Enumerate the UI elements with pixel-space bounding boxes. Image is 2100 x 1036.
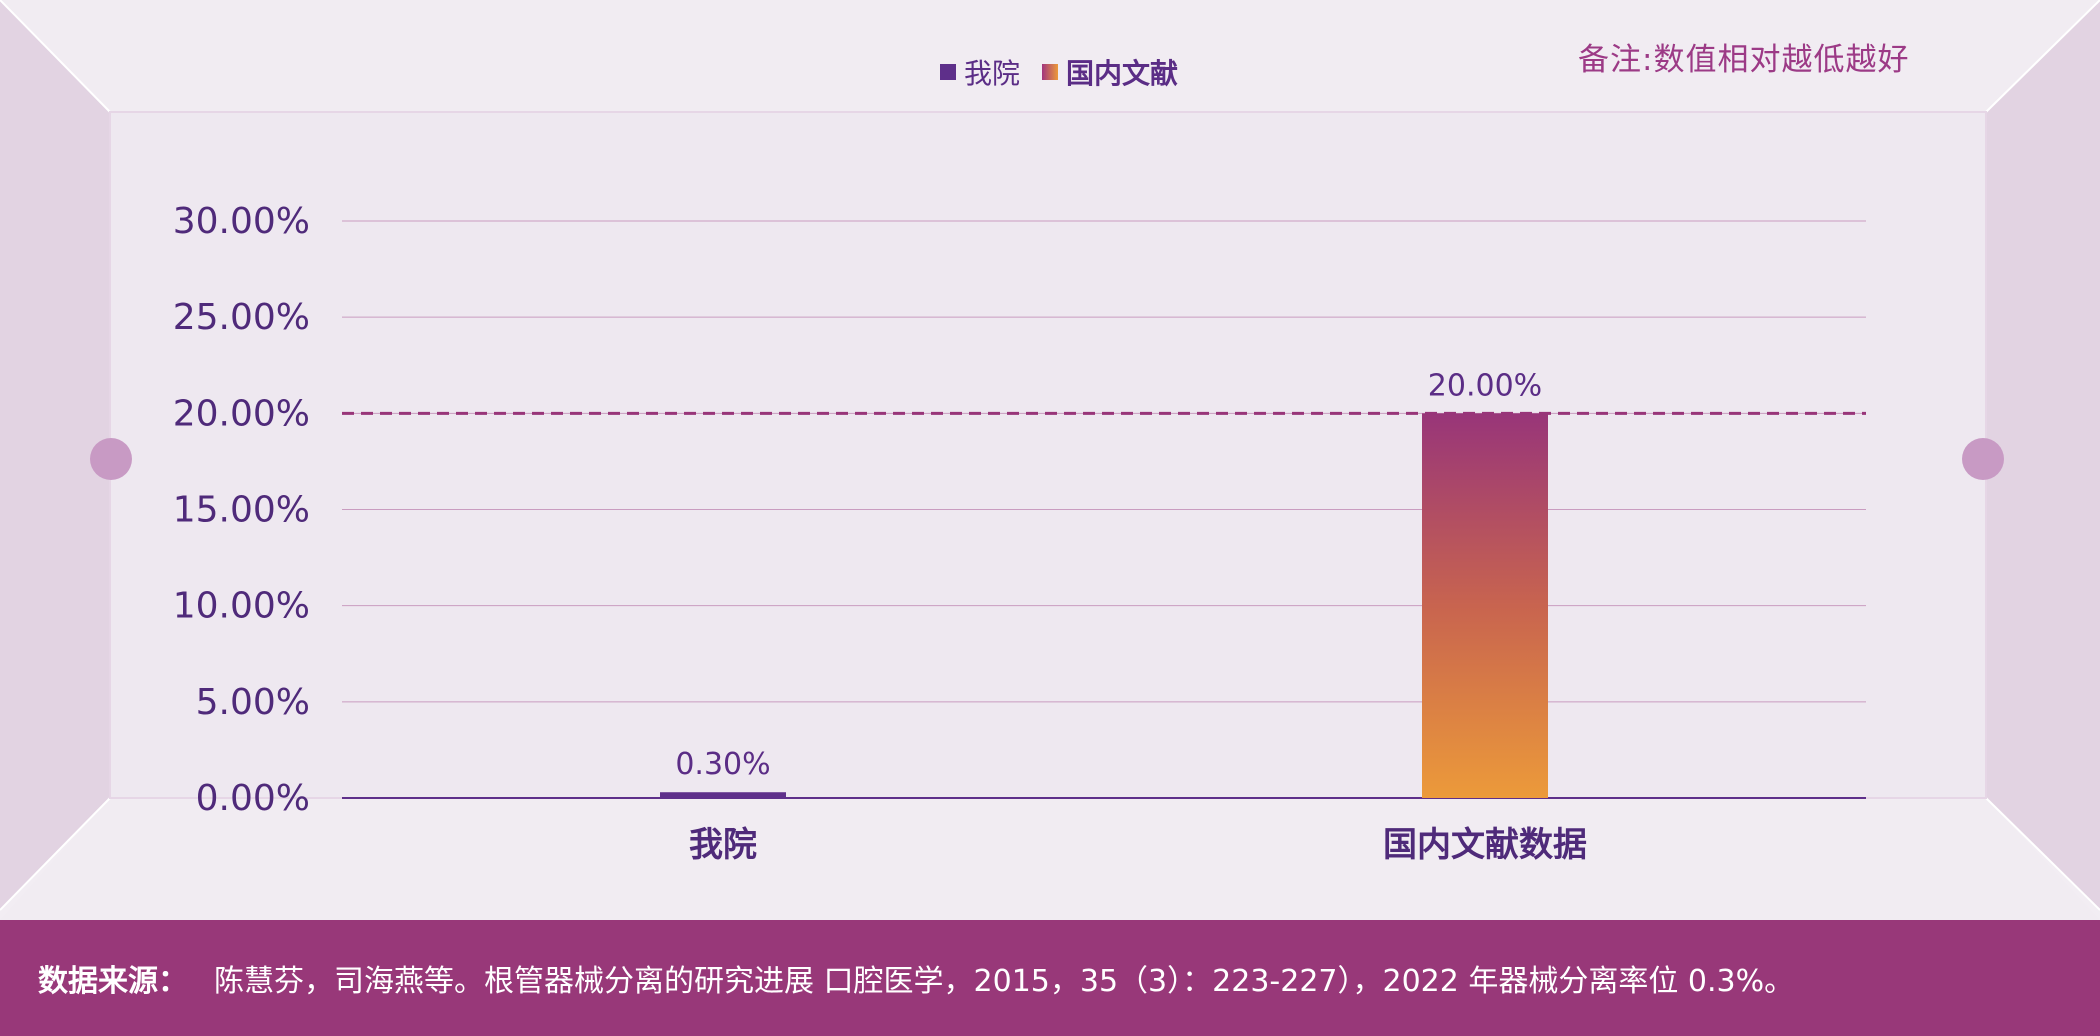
bar-chart: 0.00% 5.00% 10.00% 15.00% 20.00% 25.00% 30.00%…: [173, 201, 1866, 865]
edge-line: [0, 797, 111, 911]
bar: [1422, 413, 1548, 798]
data-labels: 0.30% 20.00%: [675, 368, 1542, 782]
legend-label: 我院: [964, 57, 1021, 90]
legend: 我院 国内文献: [940, 52, 1178, 92]
footer-banner: 数据来源： 陈慧芬，司海燕等。根管器械分离的研究进展 口腔医学，2015，35（…: [0, 920, 2100, 1036]
edge-line: [1985, 797, 2100, 911]
left-knob-decoration: [90, 438, 132, 480]
top-wall: [0, 0, 2100, 112]
y-tick-label: 0.00%: [196, 778, 310, 819]
footer-source-text: 陈慧芬，司海燕等。根管器械分离的研究进展 口腔医学，2015，35（3）：223…: [214, 964, 1795, 999]
y-tick-label: 5.00%: [196, 682, 310, 723]
note-text: 备注:数值相对越低越好: [1578, 42, 1910, 78]
frame-decoration: [0, 0, 2100, 920]
y-tick-label: 20.00%: [173, 393, 310, 434]
back-wall: [110, 112, 1986, 798]
x-axis-labels: 我院 国内文献数据: [689, 825, 1587, 865]
y-tick-label: 25.00%: [173, 297, 310, 338]
legend-item-ours: 我院: [940, 52, 1020, 92]
right-wall: [1986, 0, 2100, 910]
legend-label: 国内文献: [1066, 57, 1179, 90]
y-tick-label: 15.00%: [173, 490, 310, 531]
edge-line: [0, 0, 111, 113]
floor: [0, 798, 2100, 920]
y-tick-label: 10.00%: [173, 586, 310, 627]
left-wall: [0, 0, 110, 910]
legend-item-literature: 国内文献: [1042, 52, 1178, 92]
x-tick-label: 我院: [689, 825, 757, 865]
edge-line: [1985, 0, 2100, 113]
y-axis-ticks: 0.00% 5.00% 10.00% 15.00% 20.00% 25.00% 30.00%: [173, 201, 310, 819]
x-tick-label: 国内文献数据: [1383, 825, 1587, 865]
bars: [660, 413, 1548, 798]
legend-swatch: [940, 64, 956, 80]
legend-swatch: [1042, 64, 1059, 80]
footer-source-label: 数据来源：: [38, 964, 188, 999]
y-tick-label: 30.00%: [173, 201, 310, 242]
gridlines: [342, 220, 1866, 799]
data-label: 0.30%: [675, 747, 770, 782]
data-label: 20.00%: [1428, 368, 1542, 403]
right-knob-decoration: [1962, 438, 2004, 480]
bar: [660, 792, 786, 798]
